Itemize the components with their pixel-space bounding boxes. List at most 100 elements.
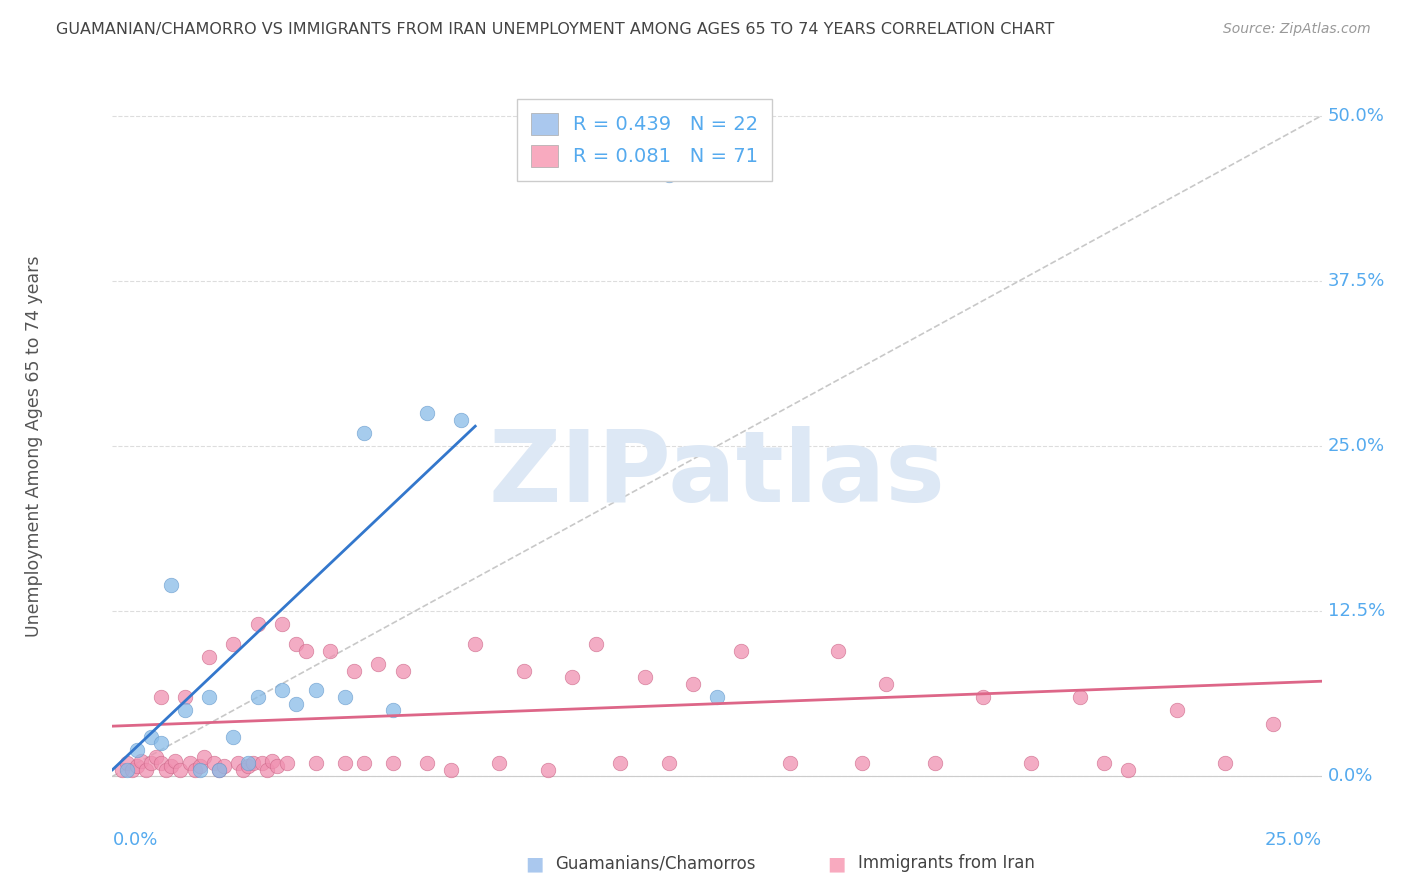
Point [198, 650, 221, 665]
Point [141, 730, 163, 744]
Point [183, 763, 205, 777]
Point [174, 703, 197, 717]
Point [464, 637, 486, 651]
Point [295, 644, 318, 658]
Point [246, 690, 269, 704]
Point [212, 759, 235, 773]
Point [730, 644, 752, 658]
Point [222, 730, 245, 744]
Text: 25.0%: 25.0% [1264, 831, 1322, 849]
Point [232, 763, 254, 777]
Point [609, 756, 631, 771]
Point [262, 754, 284, 768]
Point [141, 756, 163, 771]
Point [145, 749, 167, 764]
Point [193, 749, 215, 764]
Point [111, 763, 134, 777]
Point [440, 763, 463, 777]
Point [242, 756, 264, 771]
Point [208, 763, 231, 777]
Point [236, 759, 259, 773]
Text: Unemployment Among Ages 65 to 74 years: Unemployment Among Ages 65 to 74 years [25, 255, 44, 637]
Point [333, 690, 356, 704]
Point [875, 677, 897, 691]
Point [304, 756, 326, 771]
Point [179, 756, 201, 771]
Point [208, 763, 231, 777]
Point [155, 763, 177, 777]
Point [198, 690, 221, 704]
Point [658, 756, 681, 771]
Point [285, 697, 308, 711]
Text: 0.0%: 0.0% [112, 831, 157, 849]
Point [512, 664, 534, 678]
Point [1263, 716, 1285, 731]
Point [270, 683, 292, 698]
Point [276, 756, 298, 771]
Point [633, 670, 655, 684]
Point [202, 756, 225, 771]
Point [343, 664, 366, 678]
Point [333, 756, 356, 771]
Point [367, 657, 389, 671]
Text: 12.5%: 12.5% [1327, 602, 1385, 620]
Point [169, 763, 191, 777]
Point [125, 759, 148, 773]
Point [416, 406, 439, 420]
Point [165, 754, 187, 768]
Point [135, 763, 157, 777]
Point [115, 763, 138, 777]
Point [252, 756, 274, 771]
Point [488, 756, 510, 771]
Point [827, 644, 849, 658]
Legend: R = 0.439   N = 22, R = 0.081   N = 71: R = 0.439 N = 22, R = 0.081 N = 71 [517, 99, 772, 181]
Point [851, 756, 873, 771]
Text: ZIPatlas: ZIPatlas [489, 426, 945, 523]
Point [1116, 763, 1139, 777]
Point [131, 754, 153, 768]
Point [159, 578, 181, 592]
Point [450, 412, 472, 426]
Text: Source: ZipAtlas.com: Source: ZipAtlas.com [1223, 22, 1371, 37]
Point [121, 763, 143, 777]
Point [188, 759, 211, 773]
Text: ■: ■ [827, 854, 846, 873]
Point [682, 677, 704, 691]
Point [1213, 756, 1236, 771]
Point [537, 763, 560, 777]
Text: 0.0%: 0.0% [1327, 767, 1374, 785]
Point [256, 763, 278, 777]
Point [779, 756, 801, 771]
Point [319, 644, 342, 658]
Point [159, 759, 181, 773]
Point [416, 756, 439, 771]
Point [246, 617, 269, 632]
Point [188, 763, 211, 777]
Point [149, 736, 172, 750]
Point [1092, 756, 1115, 771]
Point [285, 637, 308, 651]
Point [125, 743, 148, 757]
Point [149, 690, 172, 704]
Point [174, 690, 197, 704]
Point [382, 703, 405, 717]
Point [924, 756, 946, 771]
Point [266, 759, 288, 773]
Text: ■: ■ [524, 854, 544, 873]
Text: Guamanians/Chamorros: Guamanians/Chamorros [555, 855, 756, 872]
Text: 50.0%: 50.0% [1327, 107, 1385, 125]
Text: 37.5%: 37.5% [1327, 272, 1385, 290]
Point [382, 756, 405, 771]
Point [236, 756, 259, 771]
Point [561, 670, 583, 684]
Point [972, 690, 994, 704]
Point [706, 690, 728, 704]
Point [585, 637, 607, 651]
Point [353, 756, 375, 771]
Point [222, 637, 245, 651]
Point [1166, 703, 1188, 717]
Point [1069, 690, 1091, 704]
Point [226, 756, 249, 771]
Point [353, 425, 375, 440]
Text: GUAMANIAN/CHAMORRO VS IMMIGRANTS FROM IRAN UNEMPLOYMENT AMONG AGES 65 TO 74 YEAR: GUAMANIAN/CHAMORRO VS IMMIGRANTS FROM IR… [56, 22, 1054, 37]
